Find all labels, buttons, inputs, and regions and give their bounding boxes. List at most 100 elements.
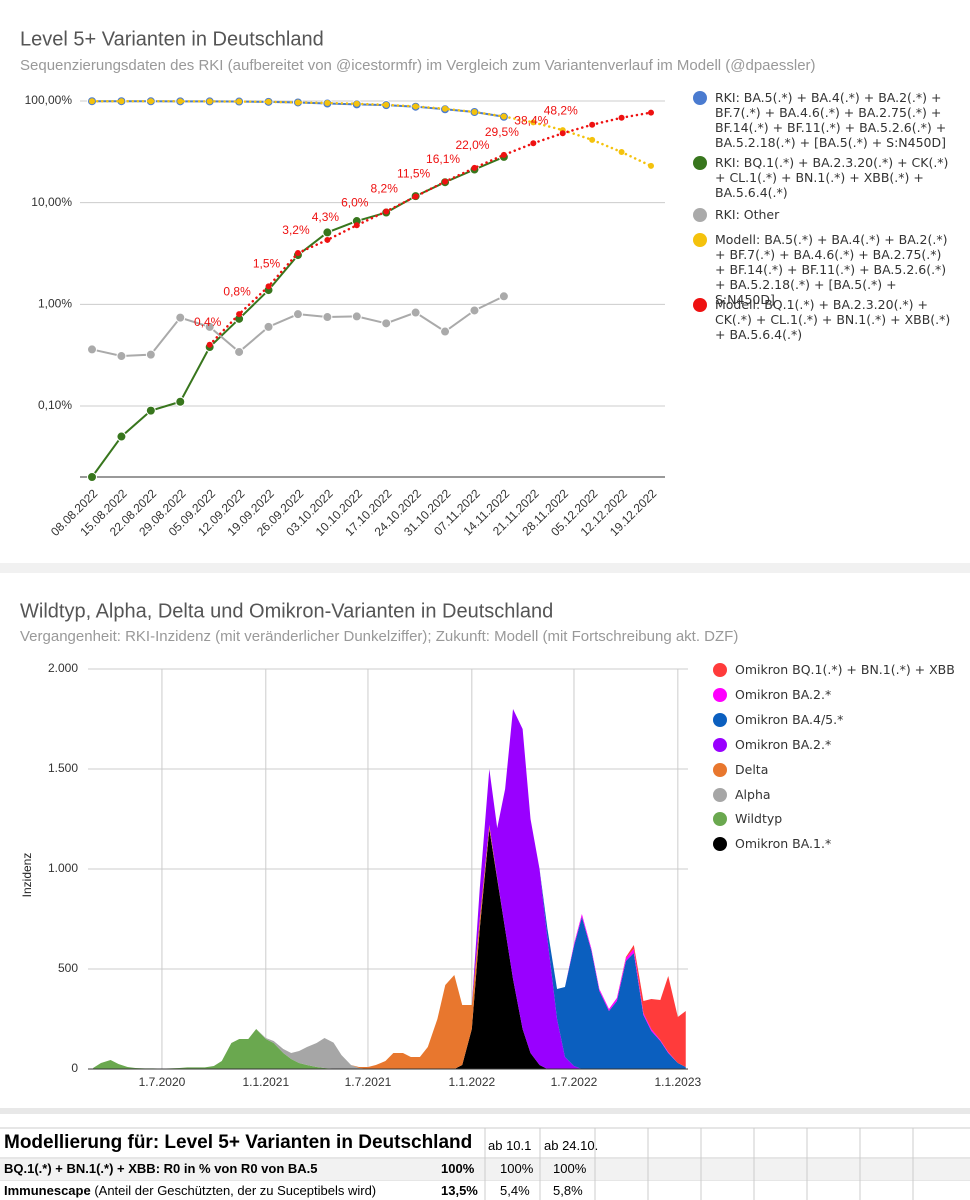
data-label: 1,5%	[253, 257, 281, 271]
legend-marker	[693, 208, 707, 222]
legend-label: Modell: BA.5(.*) + BA.4(.*) + BA.2(.*) +…	[715, 232, 948, 307]
legend-marker	[713, 837, 727, 851]
x-tick-label: 1.7.2022	[551, 1075, 598, 1089]
y-tick-label: 100,00%	[25, 93, 73, 107]
legend-marker	[713, 763, 727, 777]
chart-subtitle: Sequenzierungsdaten des RKI (aufbereitet…	[20, 57, 816, 74]
data-point	[442, 178, 449, 185]
area	[93, 709, 686, 1069]
chart-title: Wildtyp, Alpha, Delta und Omikron-Varian…	[20, 600, 553, 622]
data-point	[89, 98, 95, 105]
legend-label: RKI: BQ.1(.*) + BA.2.3.20(.*) + CK(.*) +…	[715, 155, 949, 200]
data-point	[175, 312, 186, 323]
chart-title: Level 5+ Varianten in Deutschland	[20, 28, 324, 50]
x-tick-label: 1.7.2020	[139, 1075, 186, 1089]
y-tick-label: 1.500	[48, 761, 78, 775]
series-line	[90, 99, 653, 168]
legend-marker	[713, 713, 727, 727]
data-label: 3,2%	[282, 223, 310, 237]
data-point	[265, 283, 272, 290]
data-point	[263, 321, 274, 332]
legend-marker	[713, 788, 727, 802]
legend-marker	[713, 812, 727, 826]
legend-label: Omikron BA.2.*	[735, 737, 832, 752]
data-point	[412, 103, 419, 110]
data-point	[559, 130, 566, 137]
legend-label: Modell: BQ.1(.*) + BA.2.3.20(.*) + CK(.*…	[715, 297, 951, 342]
data-point	[292, 309, 303, 320]
data-label: 11,5%	[397, 167, 430, 181]
data-point	[498, 291, 509, 302]
data-point	[175, 396, 186, 407]
data-point	[618, 114, 625, 121]
data-label: 0,8%	[223, 284, 251, 298]
data-point	[618, 149, 625, 156]
data-point	[471, 109, 478, 116]
legend-marker	[713, 738, 727, 752]
x-tick-label: 1.7.2021	[345, 1075, 392, 1089]
data-label: 8,2%	[371, 182, 399, 196]
data-point	[234, 346, 245, 357]
legend-marker	[693, 156, 707, 170]
data-point	[265, 98, 272, 105]
y-tick-label: 0,10%	[38, 398, 72, 412]
data-point	[322, 227, 333, 238]
data-point	[118, 98, 125, 105]
y-tick-label: 10,00%	[31, 195, 72, 209]
y-axis-label: Inzidenz	[20, 853, 34, 898]
data-point	[206, 341, 213, 348]
cell: 13,5%	[441, 1183, 478, 1198]
y-tick-label: 1.000	[48, 861, 78, 875]
data-point	[294, 99, 301, 106]
legend-marker	[693, 233, 707, 247]
legend-label: RKI: Other	[715, 207, 780, 222]
data-point	[469, 305, 480, 316]
data-point	[145, 405, 156, 416]
cell: 100%	[500, 1161, 534, 1176]
legend-label: Delta	[735, 762, 769, 777]
data-point	[381, 318, 392, 329]
data-point	[147, 98, 154, 105]
legend-label: Omikron BA.4/5.*	[735, 712, 844, 727]
data-point	[324, 236, 331, 243]
y-tick-label: 2.000	[48, 661, 78, 675]
data-point	[440, 326, 451, 337]
data-point	[87, 344, 97, 355]
data-point	[177, 98, 184, 105]
x-tick-label: 1.1.2022	[448, 1075, 495, 1089]
data-label: 38,4%	[514, 113, 548, 127]
legend-label: Alpha	[735, 787, 771, 802]
separator	[0, 563, 970, 573]
legend-label: Omikron BQ.1(.*) + BN.1(.*) + XBB	[735, 662, 955, 677]
data-label: 48,2%	[544, 103, 578, 117]
data-label: 22,0%	[455, 138, 489, 152]
data-point	[648, 162, 654, 169]
data-point	[322, 312, 333, 323]
data-label: 29,5%	[485, 125, 519, 139]
data-point	[648, 109, 654, 116]
area	[93, 709, 686, 1069]
data-point	[236, 98, 243, 105]
data-point	[589, 121, 596, 128]
data-point	[589, 136, 596, 143]
row-label-rest: (Anteil der Geschützten, der zu Suceptib…	[94, 1183, 377, 1198]
x-tick-label: 1.1.2021	[242, 1075, 289, 1089]
data-point	[442, 105, 449, 112]
data-point	[410, 307, 421, 318]
data-point	[351, 311, 362, 322]
table-grid	[0, 1108, 970, 1200]
table-header: ab 24.10.	[544, 1138, 599, 1153]
y-tick-label: 0	[71, 1061, 78, 1075]
legend-marker	[693, 91, 707, 105]
table-header: ab 10.1	[488, 1138, 532, 1153]
data-label: 0,4%	[194, 315, 222, 329]
data-point	[116, 431, 127, 442]
data-point	[145, 349, 156, 360]
data-label: 6,0%	[341, 195, 369, 209]
data-point	[500, 151, 507, 158]
data-point	[353, 100, 360, 107]
data-point	[530, 140, 537, 147]
data-point	[530, 119, 537, 126]
data-label: 16,1%	[426, 152, 460, 166]
